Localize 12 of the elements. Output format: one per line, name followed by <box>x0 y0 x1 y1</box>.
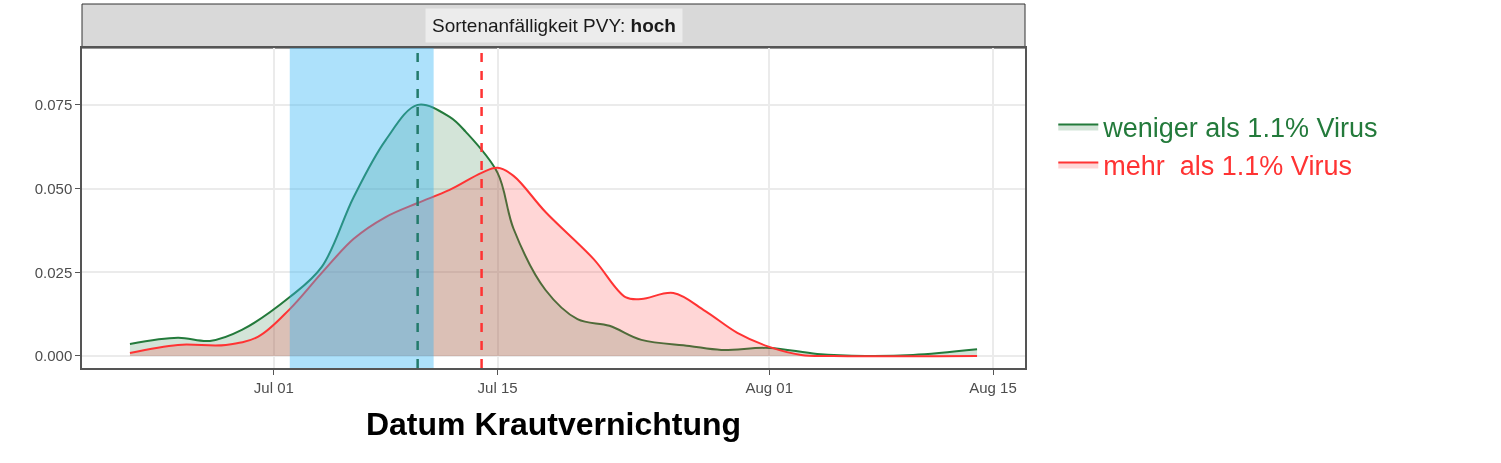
chart-title: Sortenanfälligkeit PVY: hoch <box>432 15 676 36</box>
y-tick-label: 0.075 <box>34 96 73 114</box>
legend-label: weniger als 1.1% Virus <box>1102 112 1378 143</box>
y-tick-label: 0.000 <box>34 347 73 365</box>
y-tick-label: 0.050 <box>34 179 73 197</box>
x-tick-label: Aug 01 <box>745 378 794 396</box>
x-tick-label: Aug 15 <box>969 378 1017 396</box>
legend-label: mehr als 1.1% Virus <box>1103 151 1352 182</box>
x-tick-label: Jul 01 <box>253 378 294 396</box>
y-tick-label: 0.025 <box>34 263 73 281</box>
x-tick-label: Jul 15 <box>477 378 518 396</box>
x-axis-title: Datum Krautvernichtung <box>365 406 742 443</box>
